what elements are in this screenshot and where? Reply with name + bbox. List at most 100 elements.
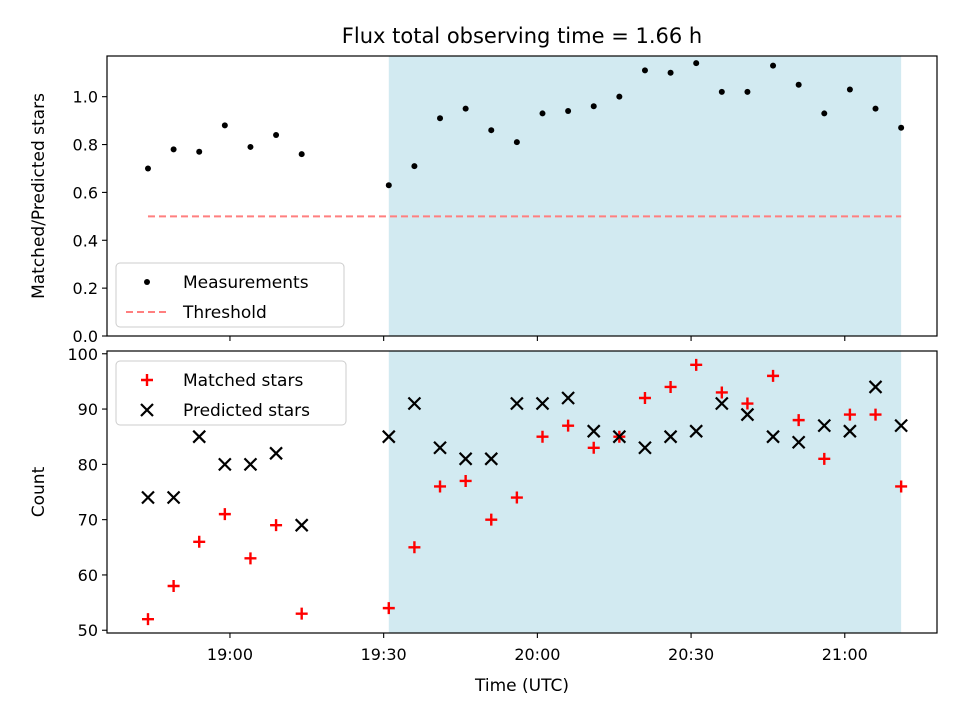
x-tick-label: 19:30 bbox=[361, 645, 407, 664]
legend-box bbox=[115, 360, 347, 426]
measurement-point bbox=[437, 115, 444, 122]
predicted-star-point bbox=[535, 396, 550, 411]
predicted-star-point bbox=[218, 457, 232, 472]
measurement-point bbox=[247, 143, 254, 150]
predicted-star-point bbox=[192, 429, 206, 444]
x-axis-label: Time (UTC) bbox=[474, 676, 569, 696]
matched-star-point bbox=[767, 369, 780, 382]
measurement-point bbox=[144, 165, 151, 172]
measurement-point bbox=[298, 151, 305, 158]
chart-title: Flux total observing time = 1.66 h bbox=[342, 24, 702, 48]
axes-frame bbox=[106, 350, 938, 634]
matched-star-point bbox=[295, 607, 308, 620]
predicted-star-point bbox=[141, 490, 155, 505]
axes-frame bbox=[106, 55, 938, 337]
measurement-point bbox=[744, 88, 751, 95]
observing-window-shade bbox=[388, 56, 902, 336]
matched-star-point bbox=[408, 541, 421, 554]
measurement-point bbox=[221, 122, 228, 129]
predicted-star-point bbox=[586, 424, 601, 438]
measurement-point bbox=[273, 131, 280, 138]
predicted-star-point bbox=[269, 446, 283, 461]
predicted-star-point bbox=[715, 396, 729, 411]
matched-star-point bbox=[715, 386, 728, 399]
matched-star-point bbox=[587, 441, 600, 454]
matched-star-point bbox=[818, 452, 831, 465]
predicted-star-point bbox=[407, 396, 422, 411]
predicted-star-point bbox=[817, 418, 832, 433]
legend-label: Threshold bbox=[182, 303, 267, 323]
matched-star-point bbox=[895, 480, 908, 493]
y-axis-label: Count bbox=[29, 466, 49, 517]
measurement-point bbox=[846, 86, 853, 93]
legend-label: Predicted stars bbox=[183, 401, 310, 421]
measurement-point bbox=[872, 105, 879, 112]
matched-star-point bbox=[167, 580, 180, 592]
y-tick-label: 70 bbox=[78, 511, 98, 530]
matched-star-point bbox=[792, 414, 805, 427]
x-tick-label: 19:00 bbox=[207, 645, 253, 664]
y-tick-label: 80 bbox=[78, 455, 98, 474]
y-tick-label: 0.2 bbox=[73, 279, 98, 298]
predicted-star-point bbox=[458, 452, 473, 466]
x-tick-label: 20:30 bbox=[668, 645, 714, 664]
matched-star-point bbox=[382, 602, 395, 615]
measurement-point bbox=[821, 110, 828, 117]
y-tick-label: 100 bbox=[67, 345, 98, 364]
matched-star-point bbox=[141, 613, 154, 626]
panel-ratio: 0.0 0.2 0.4 0.6 0.8 1.0 Matched/Predicted star… bbox=[29, 55, 938, 346]
matched-star-point bbox=[193, 535, 206, 548]
legend-marker-measurements bbox=[144, 279, 150, 285]
measurement-point bbox=[565, 108, 572, 115]
measurement-point bbox=[667, 69, 674, 76]
measurement-point bbox=[385, 182, 392, 189]
legend-label: Measurements bbox=[183, 273, 309, 293]
matched-star-point bbox=[843, 408, 856, 421]
predicted-star-point bbox=[791, 435, 806, 450]
predicted-star-point bbox=[868, 380, 883, 394]
y-tick-label: 60 bbox=[78, 566, 98, 585]
matched-star-point bbox=[638, 392, 651, 404]
y-tick-label: 0.4 bbox=[73, 231, 98, 250]
matched-star-point bbox=[664, 380, 677, 393]
measurement-point bbox=[898, 124, 905, 131]
predicted-star-point bbox=[561, 391, 575, 405]
predicted-star-point bbox=[663, 429, 678, 444]
measurement-point bbox=[641, 67, 648, 74]
measurement-point bbox=[411, 163, 418, 170]
legend-box bbox=[115, 262, 345, 328]
measurement-point bbox=[462, 105, 469, 112]
measurement-point bbox=[590, 103, 597, 110]
predicted-star-point bbox=[894, 418, 908, 433]
measurement-point bbox=[513, 139, 520, 146]
matched-star-point bbox=[485, 513, 498, 526]
panel-counts: 50 60 70 80 90 100 19:00 19:30 20:00 20:30 21:00 Co… bbox=[29, 345, 938, 664]
legend: Matched stars Predicted stars bbox=[115, 360, 347, 426]
matched-star-point bbox=[562, 419, 575, 432]
predicted-star-point bbox=[243, 457, 258, 472]
matched-star-point bbox=[434, 480, 447, 493]
measurement-point bbox=[693, 60, 700, 67]
predicted-star-point bbox=[766, 429, 780, 444]
predicted-star-point bbox=[843, 424, 857, 438]
legend-marker-predicted bbox=[140, 403, 154, 417]
predicted-star-point bbox=[484, 452, 499, 466]
matched-star-point bbox=[459, 474, 472, 487]
y-tick-label: 0.6 bbox=[73, 183, 98, 202]
x-tick-label: 21:00 bbox=[822, 645, 868, 664]
y-tick-label: 0.0 bbox=[73, 327, 98, 346]
matched-star-point bbox=[244, 552, 257, 565]
measurement-point bbox=[170, 146, 177, 153]
measurement-point bbox=[770, 62, 777, 69]
matched-star-point bbox=[741, 397, 754, 410]
predicted-star-point bbox=[638, 440, 652, 455]
y-tick-label: 90 bbox=[78, 400, 98, 419]
measurement-point bbox=[616, 93, 623, 100]
x-tick-label: 20:00 bbox=[514, 645, 560, 664]
legend: Measurements Threshold bbox=[115, 262, 345, 328]
measurement-point bbox=[539, 110, 546, 117]
predicted-star-point bbox=[382, 429, 396, 444]
y-tick-label: 1.0 bbox=[73, 88, 98, 107]
measurement-point bbox=[488, 127, 495, 134]
